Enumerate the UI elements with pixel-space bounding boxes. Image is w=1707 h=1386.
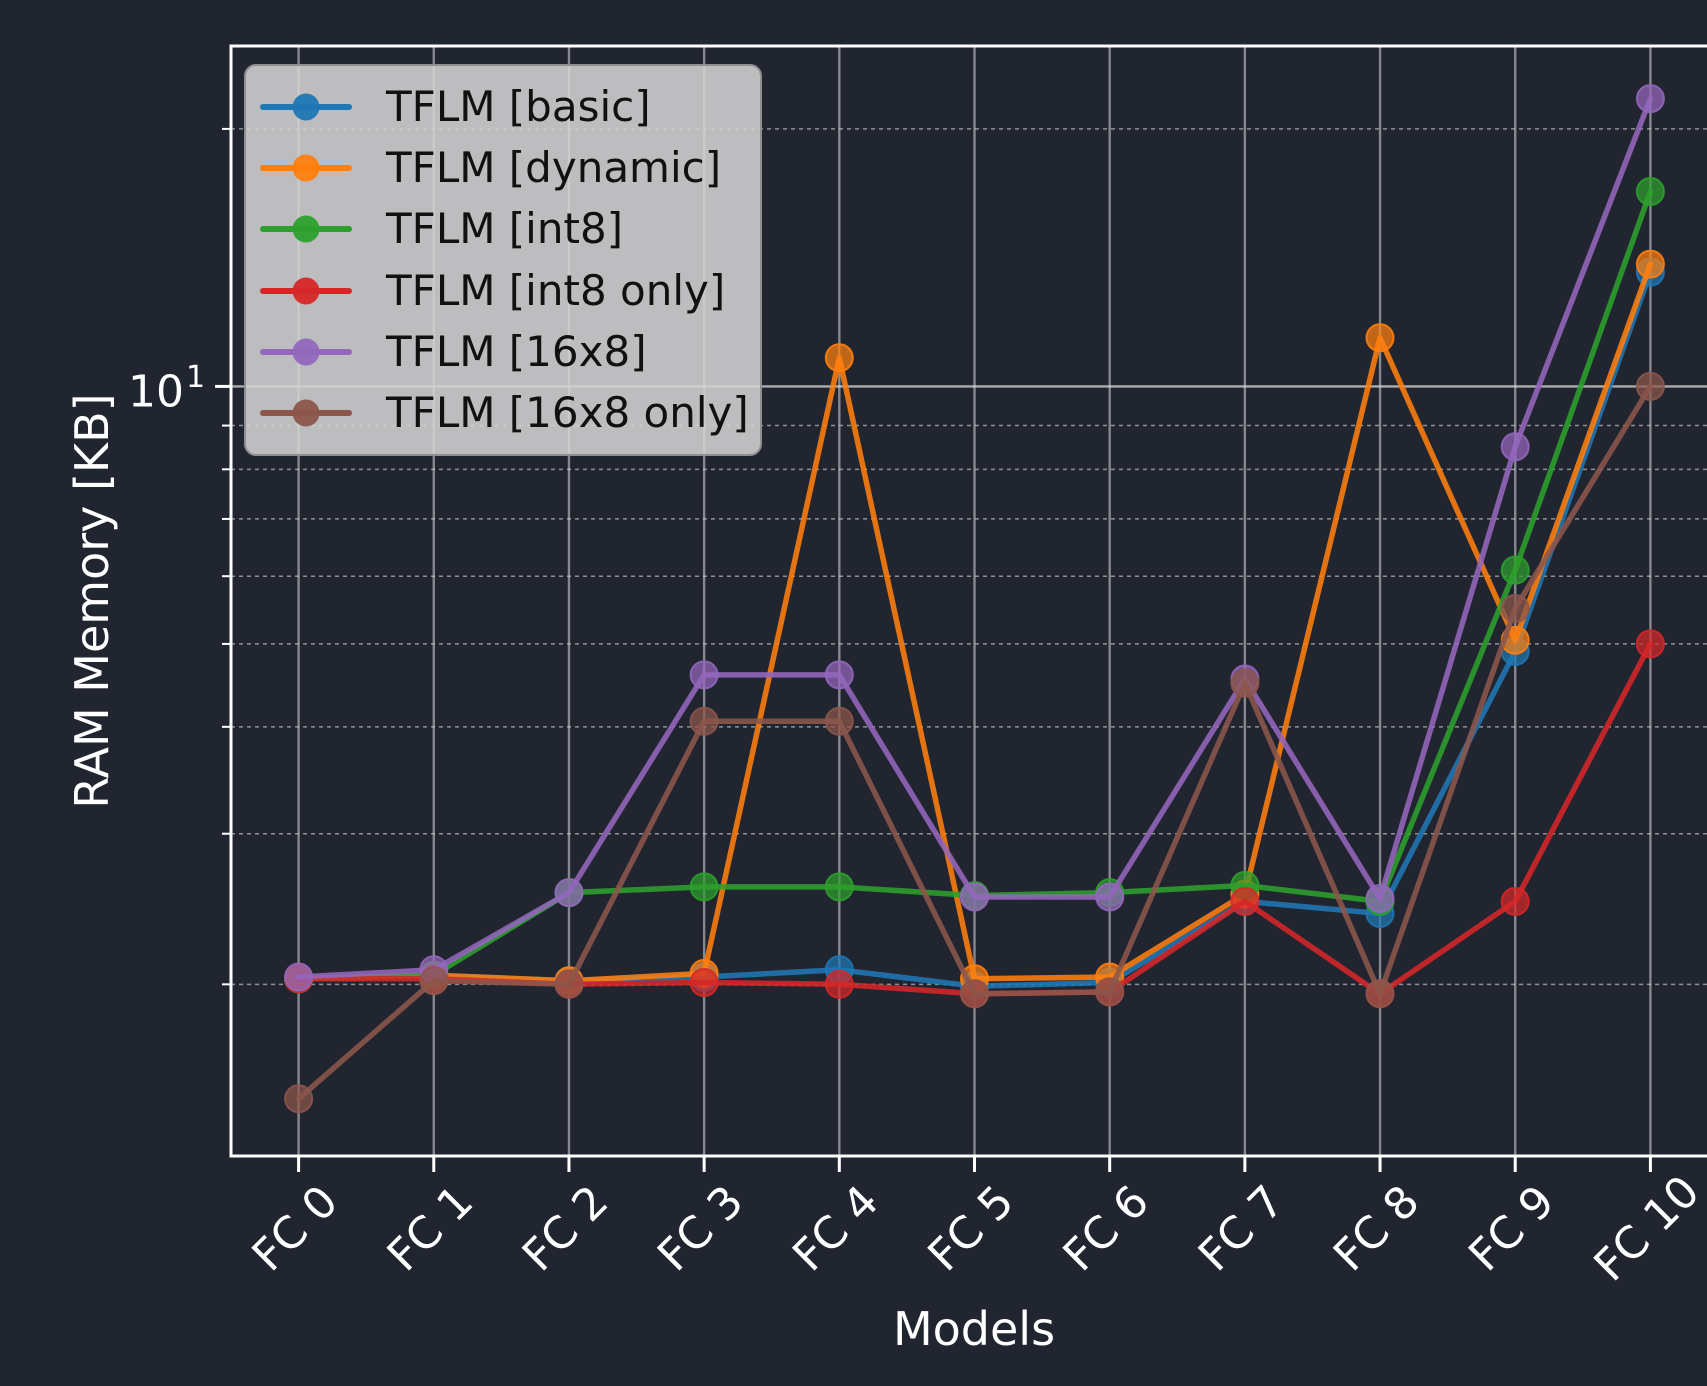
legend-item-label: TFLM [basic] <box>386 81 651 131</box>
legend-line-sample <box>260 154 352 182</box>
data-point-marker <box>284 962 314 992</box>
data-point-marker <box>1230 886 1260 916</box>
legend-item: TFLM [16x8] <box>260 326 750 376</box>
legend-item: TFLM [int8 only] <box>260 265 750 315</box>
legend-item-label: TFLM [int8 only] <box>386 265 726 315</box>
data-point-marker <box>1500 594 1530 623</box>
data-point-marker <box>1635 249 1665 279</box>
data-point-marker <box>1635 371 1665 401</box>
data-point-marker <box>824 343 854 373</box>
data-point-marker <box>1635 177 1665 206</box>
legend-item: TFLM [int8] <box>260 208 750 250</box>
legend: TFLM [basic] TFLM [dynamic] TFLM [int8] … <box>244 64 762 456</box>
circle-marker-icon <box>292 93 320 121</box>
legend-item-label: TFLM [16x8 only] <box>386 388 749 438</box>
data-point-marker <box>689 872 719 902</box>
legend-item: TFLM [16x8 only] <box>260 392 750 434</box>
x-tick-label: FC 10 <box>1584 1166 1707 1291</box>
circle-marker-icon <box>292 154 320 182</box>
data-point-marker <box>1500 886 1530 916</box>
x-axis-label: Models <box>892 1302 1056 1356</box>
data-point-marker <box>284 1084 314 1114</box>
x-tick-label: FC 9 <box>1459 1176 1564 1281</box>
data-point-marker <box>554 878 584 908</box>
x-tick-label: FC 6 <box>1054 1176 1159 1281</box>
y-tick-label: 101 <box>128 360 205 418</box>
data-point-marker <box>689 706 719 736</box>
x-tick-label: FC 8 <box>1324 1176 1429 1281</box>
data-point-marker <box>689 660 719 690</box>
legend-item: TFLM [basic] <box>260 81 750 131</box>
y-tick-exponent: 1 <box>186 360 206 395</box>
x-tick-label: FC 7 <box>1189 1176 1294 1281</box>
x-tick-label: FC 0 <box>243 1176 348 1281</box>
x-tick-label: FC 4 <box>783 1176 888 1281</box>
data-point-marker <box>1500 432 1530 462</box>
legend-line-sample <box>260 338 352 366</box>
data-point-marker <box>824 706 854 736</box>
x-tick-label: FC 3 <box>648 1176 753 1281</box>
data-point-marker <box>1365 979 1395 1009</box>
data-point-marker <box>554 969 584 999</box>
data-point-marker <box>1365 884 1395 913</box>
data-point-marker <box>960 979 989 1009</box>
y-axis-label: RAM Memory [KB] <box>65 393 119 809</box>
data-point-marker <box>824 660 854 690</box>
data-point-marker <box>1095 977 1125 1007</box>
legend-item-label: TFLM [int8] <box>386 204 624 254</box>
circle-marker-icon <box>292 277 320 305</box>
data-point-marker <box>1635 84 1665 114</box>
legend-line-sample <box>260 399 352 427</box>
data-point-marker <box>1095 882 1125 912</box>
data-point-marker <box>1500 555 1530 585</box>
circle-marker-icon <box>292 215 320 243</box>
y-tick-base: 10 <box>128 366 184 418</box>
circle-marker-icon <box>292 399 320 427</box>
legend-line-sample <box>260 277 352 305</box>
x-tick-label: FC 5 <box>918 1176 1023 1281</box>
data-point-marker <box>1365 323 1395 353</box>
data-point-marker <box>689 968 719 997</box>
circle-marker-icon <box>292 338 320 366</box>
legend-line-sample <box>260 93 352 121</box>
data-point-marker <box>824 872 854 902</box>
legend-item-label: TFLM [dynamic] <box>386 142 722 192</box>
data-point-marker <box>419 966 449 996</box>
data-point-marker <box>1635 629 1665 659</box>
data-point-marker <box>1230 668 1260 698</box>
legend-line-sample <box>260 215 352 243</box>
data-point-marker <box>824 969 854 999</box>
legend-item: TFLM [dynamic] <box>260 142 750 192</box>
ram-memory-line-chart: FC 0 FC 1 FC 2 FC 3 FC 4 FC 5 FC 6 FC 7 FC 8 FC 9… <box>40 16 1707 1386</box>
data-point-marker <box>960 882 989 912</box>
x-tick-label: FC 2 <box>513 1176 618 1281</box>
legend-item-label: TFLM [16x8] <box>386 326 647 376</box>
x-tick-label: FC 1 <box>378 1176 483 1281</box>
